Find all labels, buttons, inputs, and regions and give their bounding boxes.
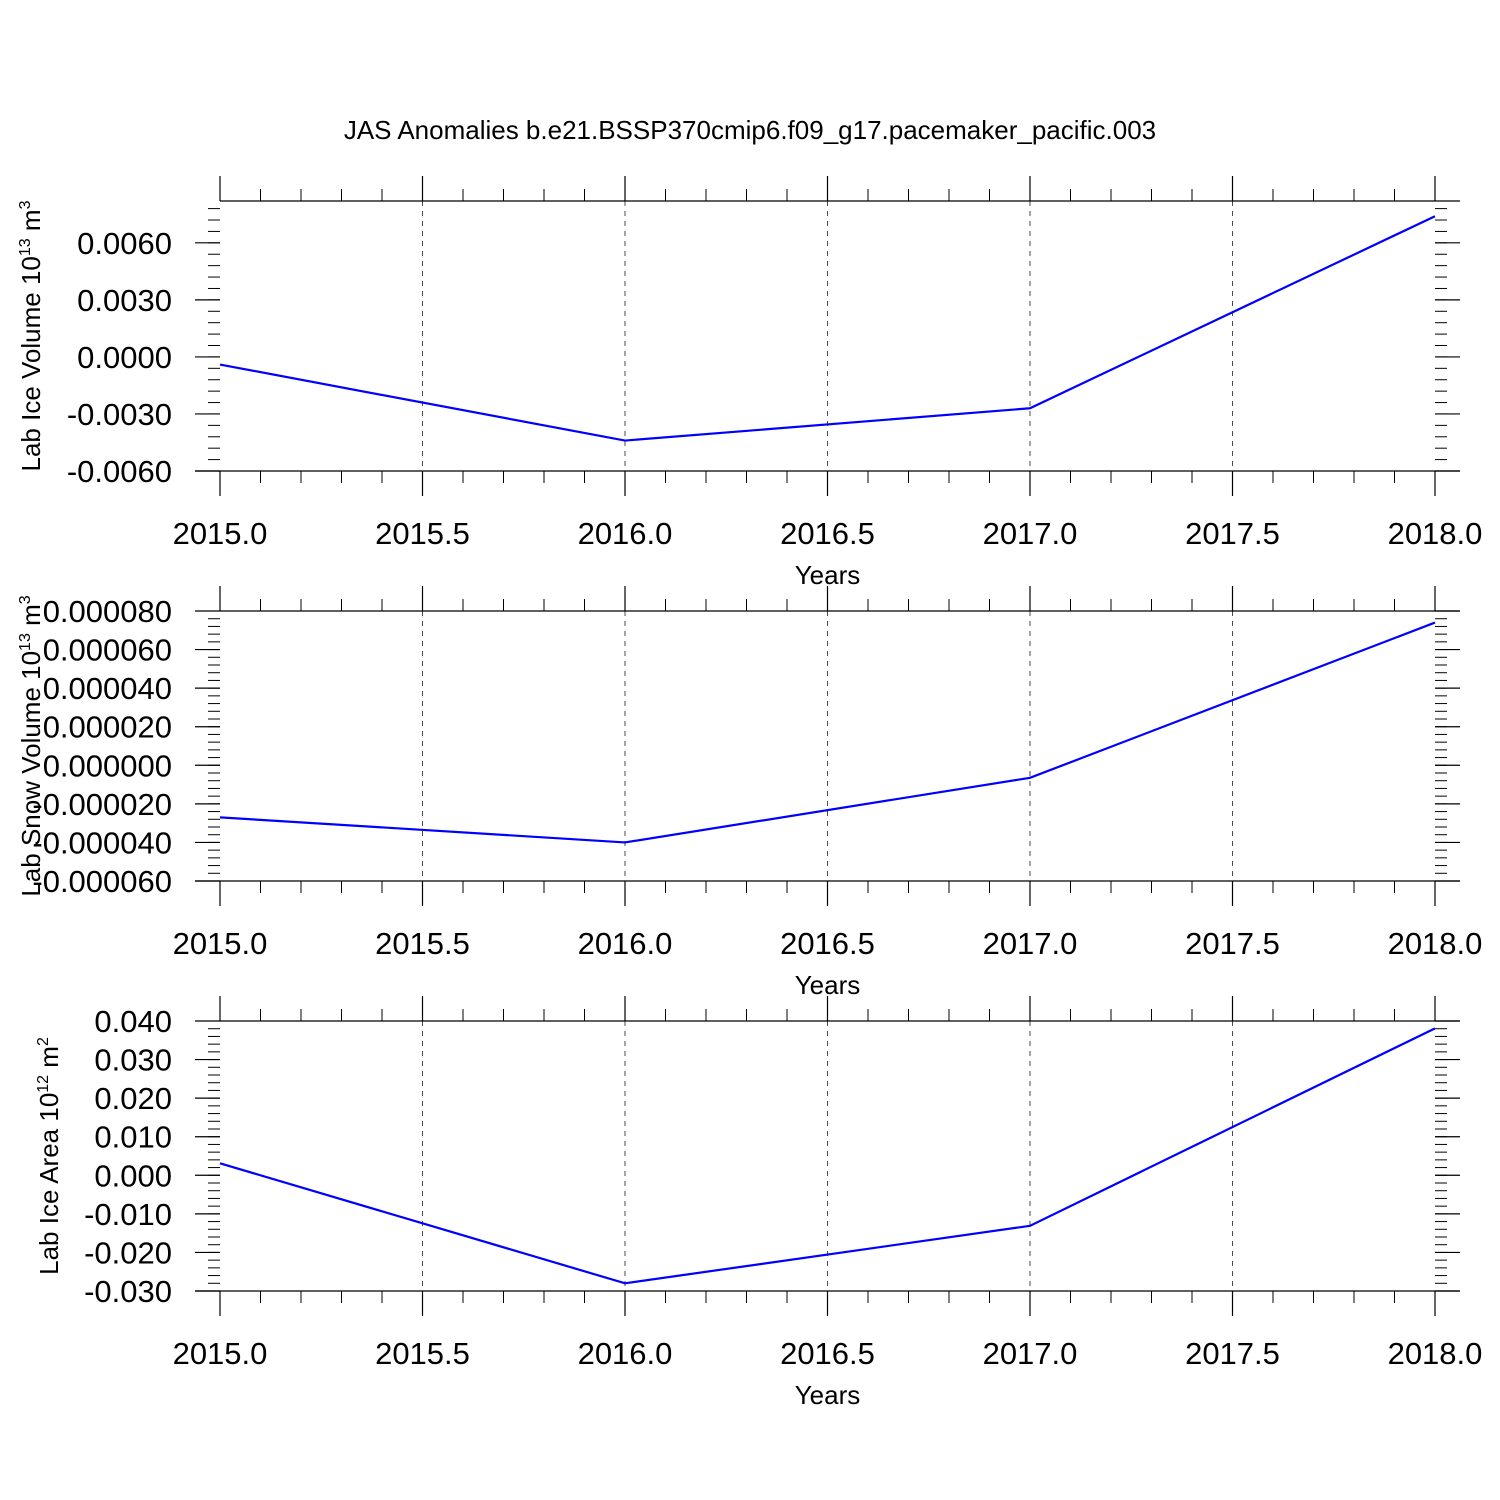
y-tick-label: -0.030 xyxy=(84,1274,172,1309)
y-tick-label: 0.0000 xyxy=(77,340,172,375)
x-tick-label: 2017.5 xyxy=(1185,926,1280,961)
panels: 2015.0 2015.5 2016.0 2016.5 2017.0 2017.5 2018… xyxy=(16,176,1482,1410)
series-line xyxy=(219,1027,1436,1285)
panel-1: 2015.0 2015.5 2016.0 2016.5 2017.0 2017.5 2018… xyxy=(16,176,1482,590)
y-tick-label: 0.000060 xyxy=(43,633,172,668)
x-tick-label: 2016.5 xyxy=(780,1336,875,1371)
y-tick-label: 0.000020 xyxy=(43,710,172,745)
y-tick-label: 0.000 xyxy=(94,1158,172,1193)
y-tick-label: 0.020 xyxy=(94,1081,172,1116)
x-tick-label: 2017.0 xyxy=(983,926,1078,961)
y-tick-label: 0.040 xyxy=(94,1004,172,1039)
x-tick-label: 2018.0 xyxy=(1388,516,1483,551)
panel-2: 2015.0 2015.5 2016.0 2016.5 2017.0 2017.5 2018… xyxy=(16,586,1482,1000)
x-tick-label: 2018.0 xyxy=(1388,926,1483,961)
y-tick-label: -0.000060 xyxy=(32,864,172,899)
series-line xyxy=(219,621,1436,844)
x-tick-label: 2018.0 xyxy=(1388,1336,1483,1371)
y-tick-label: 0.030 xyxy=(94,1043,172,1078)
y-tick-label: 0.0030 xyxy=(77,283,172,318)
x-tick-label: 2015.5 xyxy=(375,1336,470,1371)
x-tick-label: 2016.5 xyxy=(780,926,875,961)
x-tick-label: 2015.5 xyxy=(375,926,470,961)
y-axis-title: Lab Snow Volume 1013 m3 xyxy=(16,595,46,896)
y-tick-label: -0.010 xyxy=(84,1197,172,1232)
x-tick-label: 2016.0 xyxy=(578,926,673,961)
x-tick-label: 2015.5 xyxy=(375,516,470,551)
y-tick-label: 0.010 xyxy=(94,1120,172,1155)
y-tick-label: 0.0060 xyxy=(77,226,172,261)
x-tick-label: 2016.5 xyxy=(780,516,875,551)
figure-title: JAS Anomalies b.e21.BSSP370cmip6.f09_g17… xyxy=(344,115,1156,145)
x-axis-title: Years xyxy=(795,560,861,590)
series-line xyxy=(219,215,1436,442)
panel-3: 2015.0 2015.5 2016.0 2016.5 2017.0 2017.5 2018… xyxy=(34,996,1482,1410)
y-tick-label: -0.020 xyxy=(84,1235,172,1270)
y-tick-label: 0.000080 xyxy=(43,594,172,629)
y-tick-label: -0.0030 xyxy=(67,397,172,432)
x-tick-label: 2016.0 xyxy=(578,1336,673,1371)
y-axis-title: Lab Ice Volume 1013 m3 xyxy=(16,200,46,471)
x-axis-title: Years xyxy=(795,970,861,1000)
x-tick-label: 2017.5 xyxy=(1185,1336,1280,1371)
y-tick-label: -0.000020 xyxy=(32,787,172,822)
x-tick-label: 2017.0 xyxy=(983,1336,1078,1371)
y-tick-label: -0.0060 xyxy=(67,454,172,489)
x-tick-label: 2015.0 xyxy=(173,926,268,961)
x-tick-label: 2017.5 xyxy=(1185,516,1280,551)
y-tick-label: 0.000000 xyxy=(43,748,172,783)
x-tick-label: 2015.0 xyxy=(173,516,268,551)
x-tick-label: 2016.0 xyxy=(578,516,673,551)
x-tick-label: 2017.0 xyxy=(983,516,1078,551)
y-tick-label: 0.000040 xyxy=(43,671,172,706)
x-axis-title: Years xyxy=(795,1380,861,1410)
y-axis-title: Lab Ice Area 1012 m2 xyxy=(34,1037,64,1275)
y-tick-label: -0.000040 xyxy=(32,825,172,860)
x-tick-label: 2015.0 xyxy=(173,1336,268,1371)
